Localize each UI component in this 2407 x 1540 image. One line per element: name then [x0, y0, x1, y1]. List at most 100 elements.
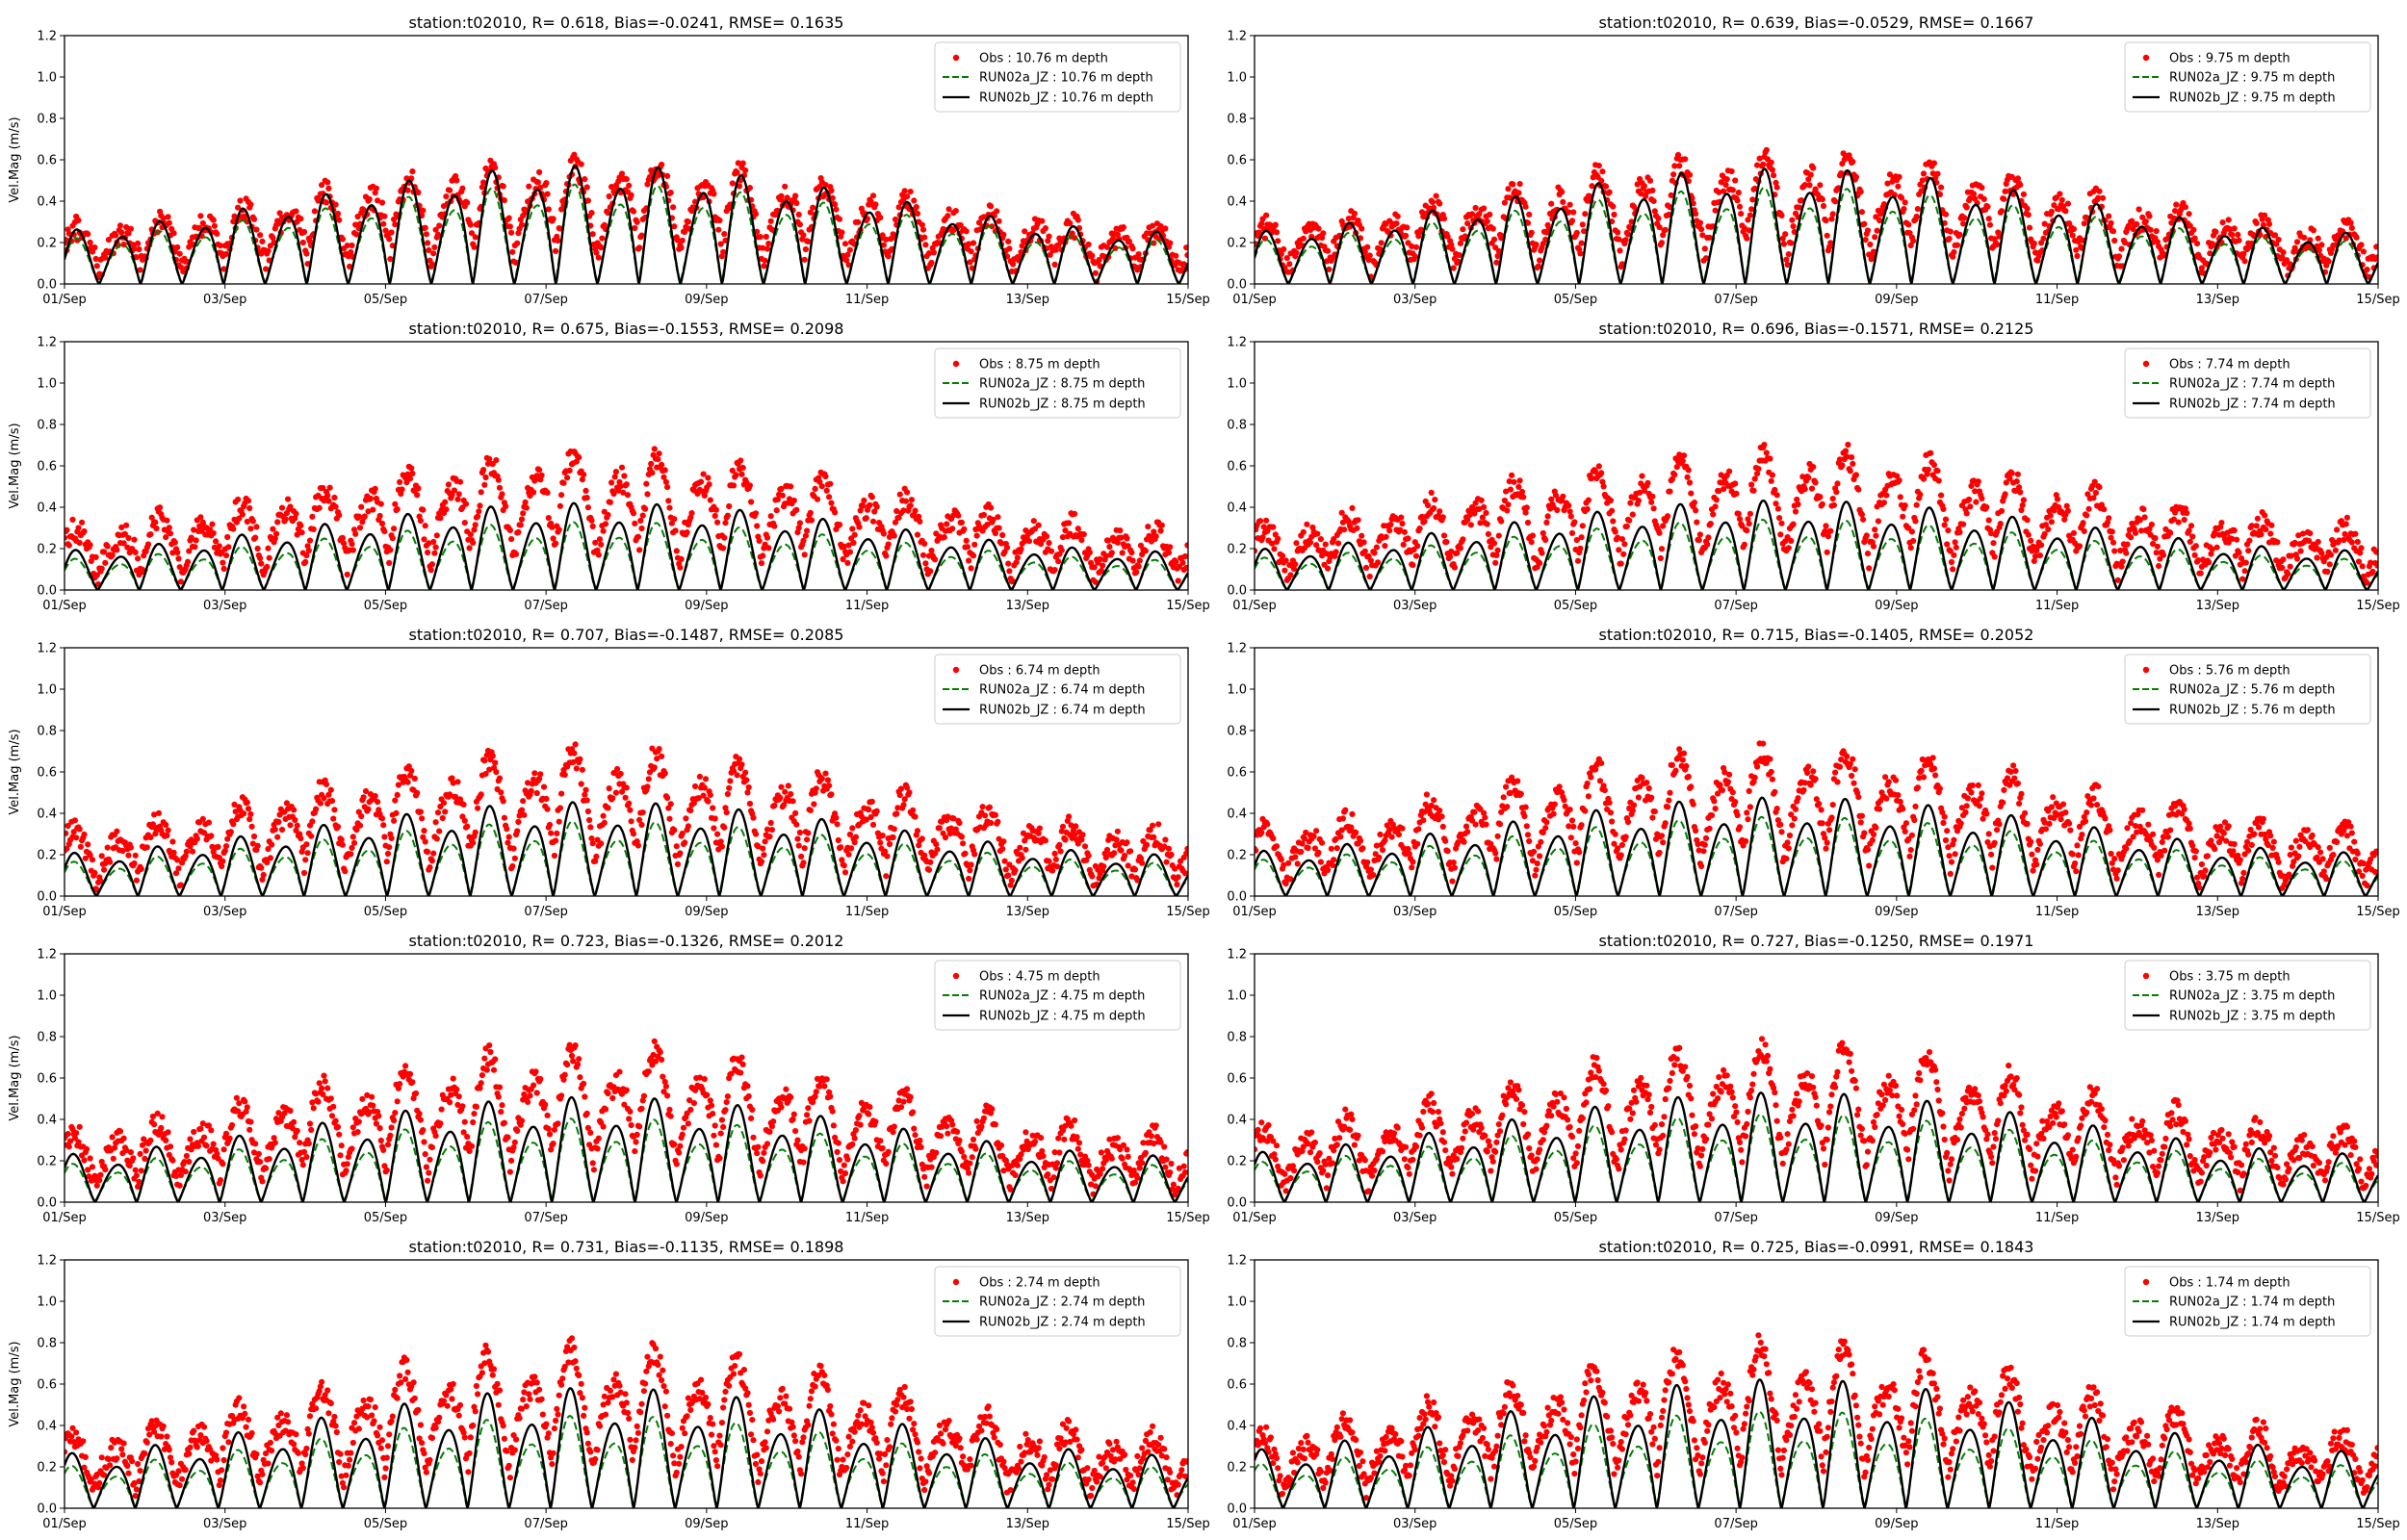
obs-point — [950, 815, 957, 822]
obs-point — [645, 776, 652, 783]
obs-point — [147, 834, 154, 841]
obs-point — [342, 868, 349, 875]
obs-point — [1097, 555, 1103, 563]
obs-point — [2229, 231, 2236, 238]
obs-point — [1100, 562, 1106, 569]
obs-point — [404, 471, 411, 477]
obs-point — [2187, 523, 2195, 529]
obs-point — [1795, 500, 1801, 508]
obs-point — [917, 518, 923, 526]
y-tick-label: 0.2 — [37, 849, 57, 863]
obs-point — [349, 844, 355, 852]
obs-point — [1416, 526, 1423, 532]
obs-point — [674, 860, 682, 868]
obs-point — [2364, 579, 2370, 586]
obs-point — [1760, 161, 1767, 167]
obs-point — [265, 247, 272, 254]
obs-point — [1734, 197, 1741, 204]
obs-point — [1320, 230, 1327, 237]
obs-point — [1524, 519, 1532, 526]
obs-point — [925, 250, 933, 257]
obs-point — [2132, 529, 2139, 536]
obs-point — [841, 862, 847, 869]
obs-point — [612, 789, 620, 796]
obs-point — [667, 801, 674, 808]
obs-point — [2306, 537, 2313, 545]
obs-point — [104, 543, 111, 550]
obs-point — [467, 531, 474, 538]
obs-point — [1431, 504, 1437, 512]
obs-point — [584, 808, 592, 815]
obs-point — [109, 552, 116, 559]
obs-point — [796, 221, 804, 228]
obs-point — [901, 796, 908, 803]
obs-point — [771, 523, 778, 529]
obs-point — [1450, 265, 1457, 271]
obs-point — [275, 818, 282, 826]
obs-point — [840, 555, 846, 563]
obs-point — [2268, 522, 2275, 528]
obs-series — [65, 151, 1188, 284]
obs-point — [1706, 234, 1713, 241]
obs-point — [2153, 550, 2160, 556]
obs-point — [531, 489, 537, 496]
obs-point — [1440, 532, 1448, 539]
obs-point — [1858, 209, 1865, 216]
obs-point — [845, 851, 852, 858]
obs-point — [475, 805, 481, 811]
obs-point — [508, 536, 515, 543]
obs-point — [378, 815, 386, 822]
y-tick-label: 1.2 — [1227, 30, 1247, 44]
obs-point — [306, 537, 314, 544]
obs-point — [2085, 505, 2092, 512]
obs-point — [521, 811, 528, 818]
obs-point — [454, 779, 461, 785]
obs-point — [823, 487, 830, 494]
obs-point — [2170, 516, 2177, 523]
plot-frame — [1254, 35, 2379, 285]
obs-point — [1866, 565, 1873, 572]
obs-point — [1611, 211, 1618, 218]
obs-point — [1552, 492, 1560, 499]
obs-point — [1934, 170, 1941, 177]
obs-point — [2020, 191, 2027, 197]
obs-point — [2368, 559, 2374, 566]
obs-point — [1315, 225, 1322, 232]
obs-point — [1365, 552, 1372, 559]
obs-point — [259, 238, 266, 244]
obs-point — [1638, 191, 1644, 197]
obs-point — [1152, 533, 1159, 540]
obs-point — [1098, 567, 1104, 575]
obs-point — [1979, 184, 1985, 192]
obs-point — [665, 498, 672, 504]
obs-point — [311, 208, 318, 215]
obs-point — [963, 228, 970, 235]
obs-point — [1046, 540, 1052, 547]
obs-point — [1674, 151, 1682, 159]
obs-point — [492, 759, 499, 766]
obs-point — [118, 229, 125, 236]
obs-point — [829, 194, 836, 201]
obs-point — [1913, 501, 1920, 508]
obs-point — [1768, 159, 1774, 166]
obs-point — [2064, 507, 2071, 514]
obs-point — [1005, 238, 1012, 244]
obs-point — [805, 238, 812, 244]
obs-point — [673, 548, 680, 554]
obs-point — [1436, 200, 1443, 207]
obs-point — [1103, 846, 1111, 854]
obs-point — [123, 522, 130, 528]
obs-point — [1096, 257, 1102, 264]
obs-point — [727, 778, 734, 784]
obs-point — [2327, 552, 2335, 558]
obs-point — [1581, 228, 1588, 235]
x-tick-label: 01/Sep — [1232, 293, 1276, 307]
obs-point — [264, 859, 271, 866]
obs-point — [630, 208, 637, 215]
obs-point — [174, 244, 181, 251]
obs-point — [750, 814, 757, 821]
obs-point — [795, 842, 802, 849]
obs-point — [1102, 552, 1109, 559]
obs-point — [1570, 209, 1577, 216]
obs-point — [361, 513, 368, 520]
